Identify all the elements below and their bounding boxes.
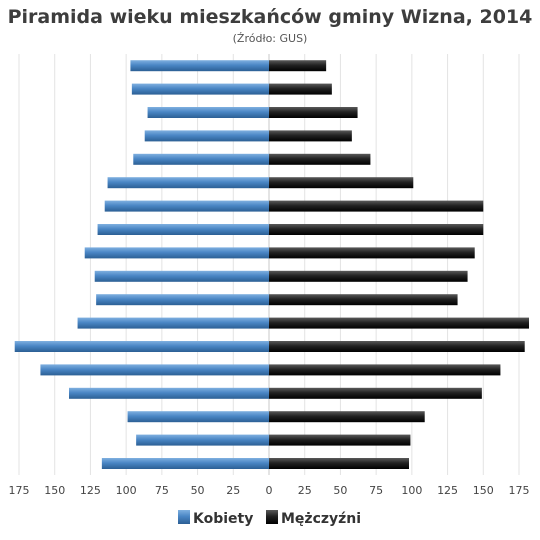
x-tick-label: 75 [369, 484, 383, 497]
bar-mezczyzni[interactable] [269, 294, 458, 306]
bar-mezczyzni[interactable] [269, 83, 332, 95]
legend-swatch-mezczyzni [266, 510, 278, 524]
bar-kobiety[interactable] [94, 270, 269, 282]
bar-kobiety[interactable] [77, 317, 269, 329]
x-tick-label: 75 [155, 484, 169, 497]
bar-kobiety[interactable] [136, 434, 269, 446]
legend-swatch-kobiety [178, 510, 190, 524]
chart-subtitle: (Źródło: GUS) [233, 32, 308, 45]
x-tick-label: 50 [333, 484, 347, 497]
x-tick-label: 175 [9, 484, 30, 497]
bar-mezczyzni[interactable] [269, 153, 371, 165]
bar-kobiety[interactable] [144, 130, 269, 142]
x-tick-label: 25 [226, 484, 240, 497]
bar-kobiety[interactable] [130, 60, 269, 72]
bar-mezczyzni[interactable] [269, 341, 525, 352]
chart-title: Piramida wieku mieszkańców gminy Wizna, … [8, 6, 533, 28]
bar-kobiety[interactable] [147, 107, 269, 118]
legend[interactable]: Kobiety Mężczyźni [178, 510, 361, 527]
x-tick-label: 100 [116, 484, 137, 497]
bar-kobiety[interactable] [104, 200, 269, 212]
bar-kobiety[interactable] [133, 153, 269, 165]
bar-kobiety[interactable] [96, 294, 270, 306]
bar-kobiety[interactable] [69, 387, 269, 399]
x-tick-label: 175 [509, 484, 530, 497]
bar-mezczyzni[interactable] [269, 247, 475, 259]
bar-mezczyzni[interactable] [269, 387, 482, 399]
bar-mezczyzni[interactable] [269, 224, 484, 235]
x-tick-label: 150 [473, 484, 494, 497]
bar-mezczyzni[interactable] [269, 130, 352, 142]
legend-item-kobiety[interactable]: Kobiety [178, 510, 253, 527]
bar-kobiety[interactable] [101, 458, 269, 469]
x-tick-label: 25 [298, 484, 312, 497]
bar-kobiety[interactable] [40, 364, 269, 376]
legend-label-mezczyzni: Mężczyźni [281, 511, 361, 527]
x-tick-label: 125 [437, 484, 458, 497]
bar-kobiety[interactable] [97, 224, 269, 235]
bar-mezczyzni[interactable] [269, 434, 411, 446]
x-tick-label: 125 [80, 484, 101, 497]
bar-mezczyzni[interactable] [269, 458, 409, 469]
x-tick-label: 100 [401, 484, 422, 497]
bar-kobiety[interactable] [127, 411, 269, 423]
bar-kobiety[interactable] [131, 83, 269, 95]
bar-mezczyzni[interactable] [269, 107, 358, 118]
bar-mezczyzni[interactable] [269, 317, 529, 329]
bar-mezczyzni[interactable] [269, 411, 425, 423]
x-tick-label: 0 [266, 484, 273, 497]
bar-mezczyzni[interactable] [269, 200, 484, 212]
x-axis-ticks: 175 150 125 100 75 50 25 0 25 50 75 100 125 150 175 [9, 484, 530, 497]
bar-kobiety[interactable] [84, 247, 269, 259]
legend-label-kobiety: Kobiety [193, 511, 253, 527]
bar-mezczyzni[interactable] [269, 60, 327, 72]
legend-item-mezczyzni[interactable]: Mężczyźni [266, 510, 361, 527]
x-tick-label: 150 [44, 484, 65, 497]
bars-group [14, 60, 529, 469]
bar-kobiety[interactable] [107, 177, 269, 189]
bar-mezczyzni[interactable] [269, 270, 468, 282]
gridlines [18, 54, 520, 475]
bar-mezczyzni[interactable] [269, 364, 501, 376]
x-tick-label: 50 [191, 484, 205, 497]
bar-mezczyzni[interactable] [269, 177, 414, 189]
bar-kobiety[interactable] [14, 341, 270, 352]
